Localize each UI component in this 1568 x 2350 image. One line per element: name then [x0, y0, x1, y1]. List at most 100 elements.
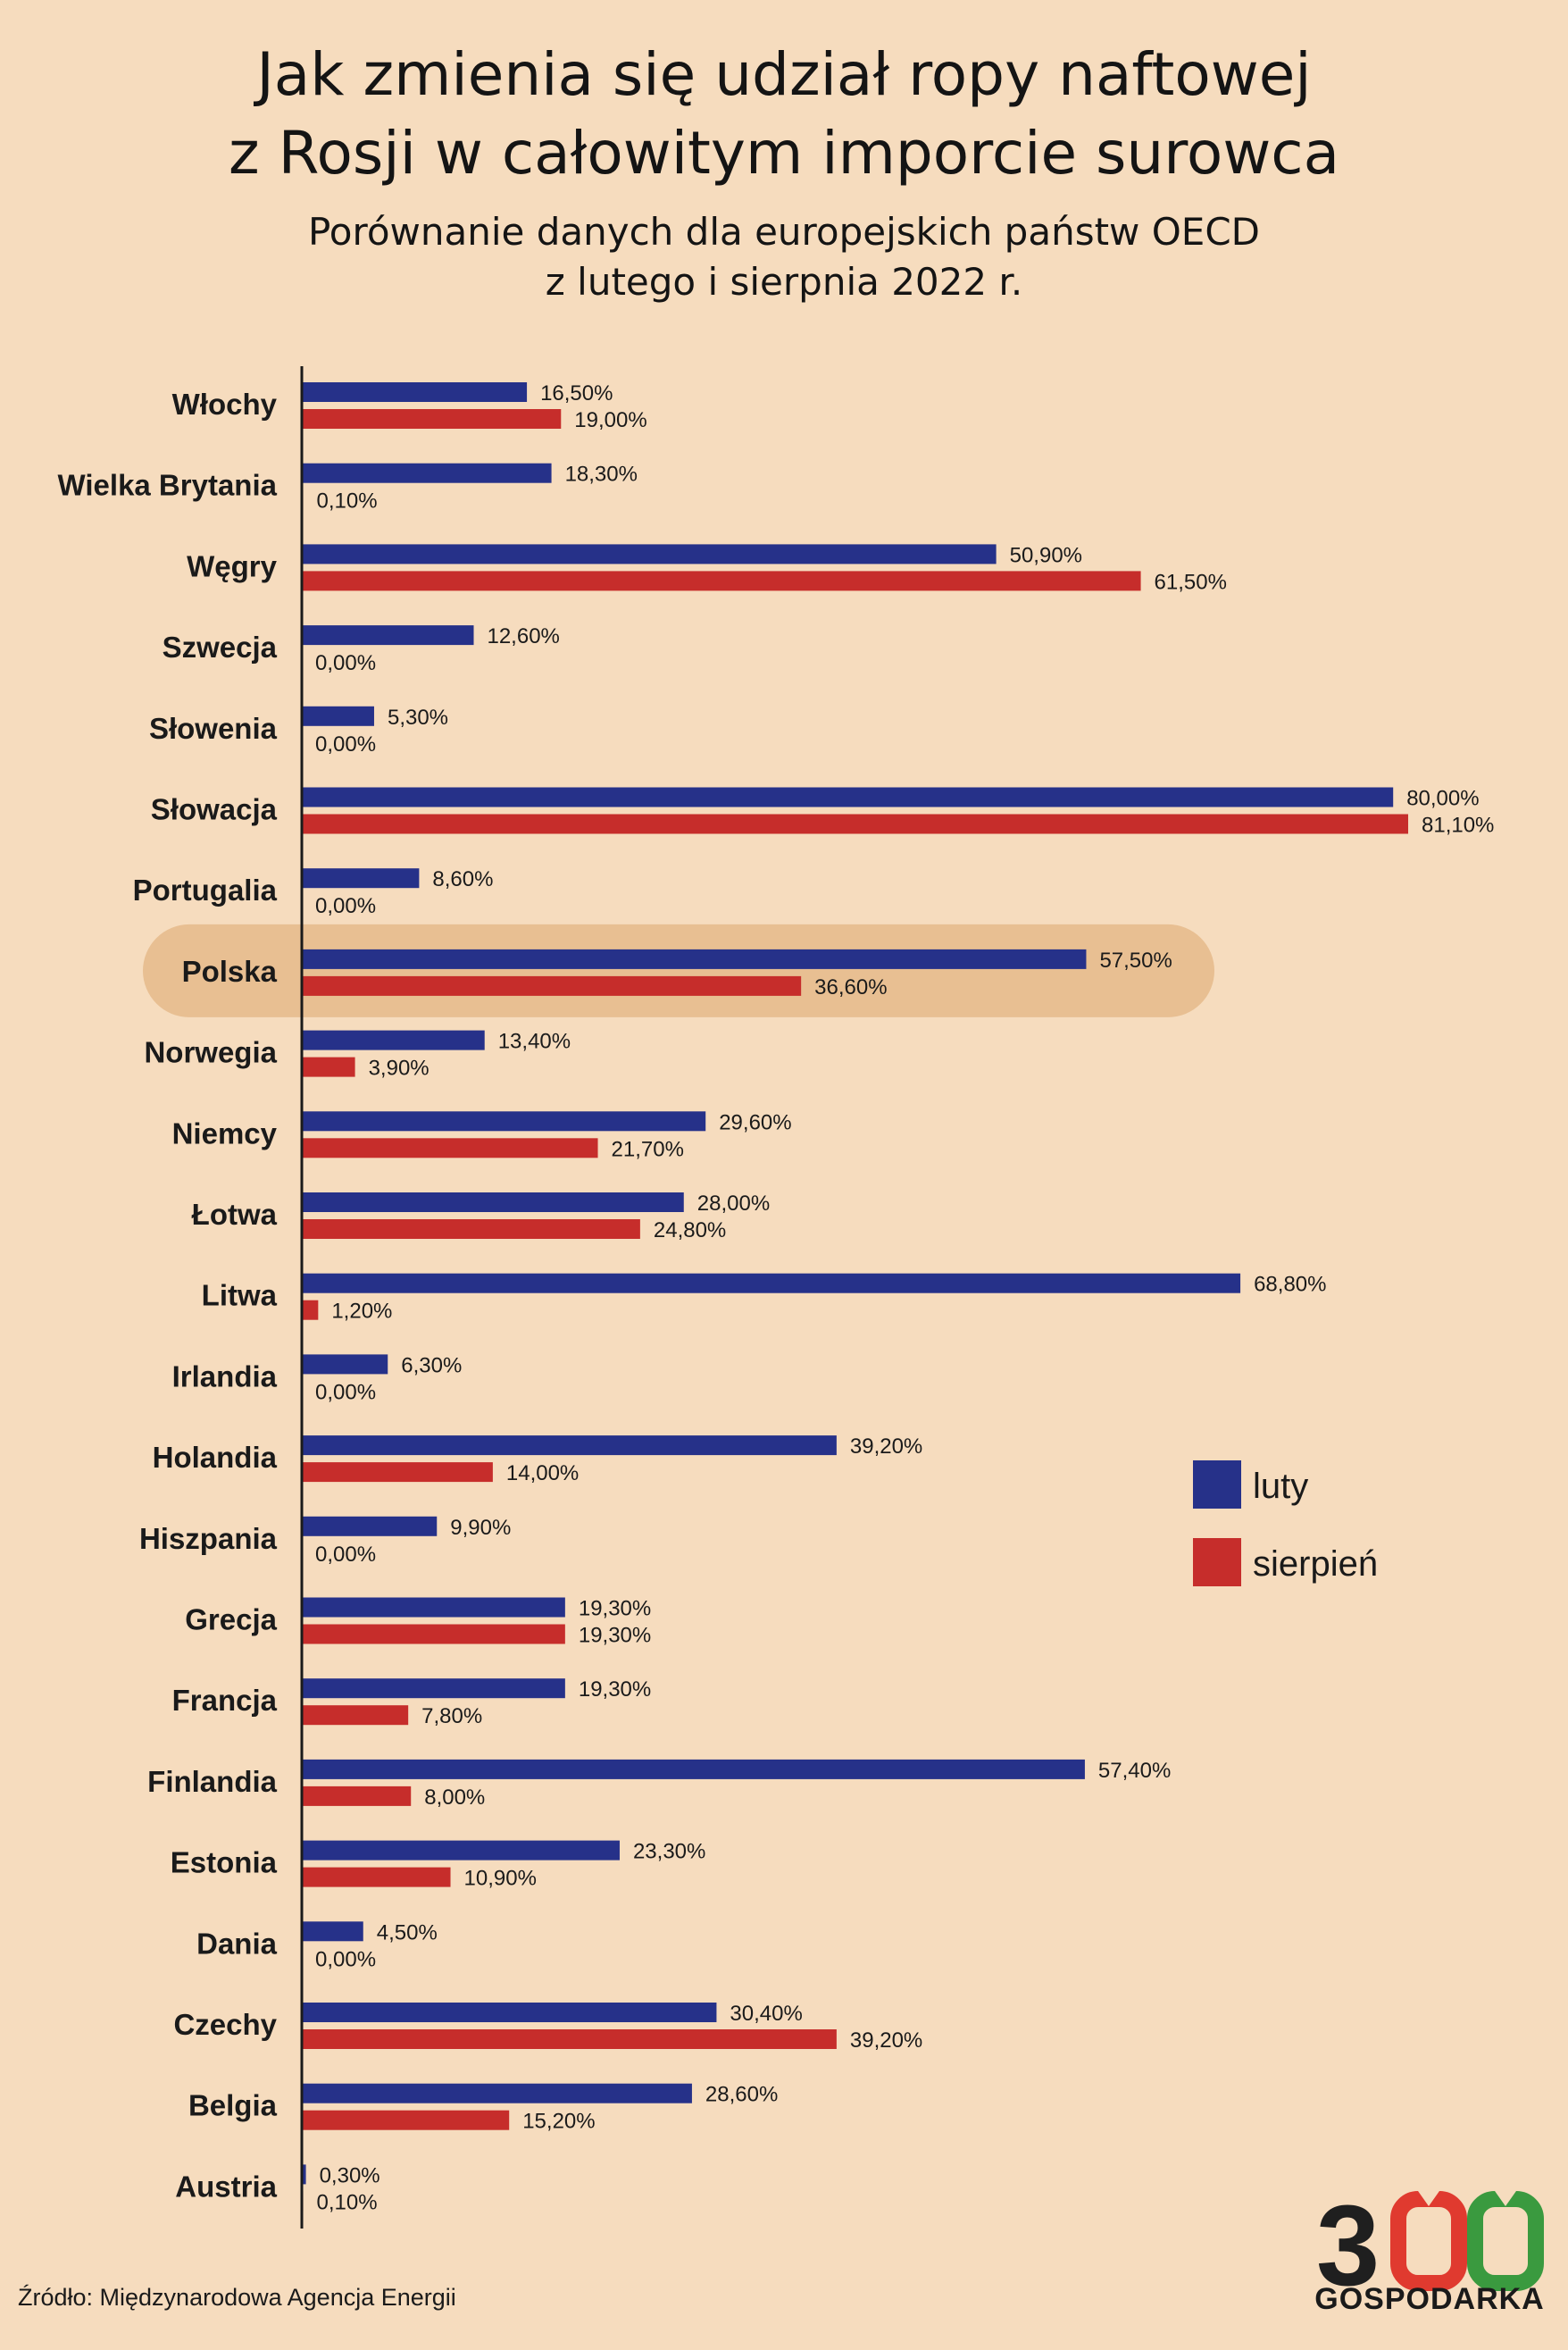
data-label-luty-węgry: 50,90%	[1010, 543, 1082, 567]
bar-luty-irlandia	[302, 1354, 388, 1375]
category-label-szwecja: Szwecja	[163, 631, 278, 664]
category-label-estonia: Estonia	[171, 1846, 278, 1879]
bar-luty-grecja	[302, 1597, 565, 1618]
data-label-sierpien-irlandia: 0,00%	[315, 1380, 376, 1404]
bar-luty-wielka-brytania	[302, 463, 552, 483]
data-label-luty-austria: 0,30%	[320, 2163, 380, 2187]
bar-sierpien-włochy	[302, 409, 562, 429]
bar-luty-hiszpania	[302, 1516, 438, 1536]
bar-sierpien-estonia	[302, 1867, 451, 1887]
data-label-luty-czechy: 30,40%	[730, 2002, 802, 2026]
bar-luty-belgia	[302, 2083, 692, 2103]
data-label-sierpien-węgry: 61,50%	[1155, 570, 1227, 594]
data-label-luty-finlandia: 57,40%	[1098, 1759, 1171, 1783]
bar-luty-holandia	[302, 1435, 837, 1456]
legend-label-luty: luty	[1253, 1467, 1308, 1506]
bar-luty-czechy	[302, 2003, 717, 2022]
logo-notch-green	[1495, 2191, 1516, 2206]
data-label-sierpien-łotwa: 24,80%	[654, 1218, 726, 1242]
data-label-sierpien-hiszpania: 0,00%	[315, 1543, 376, 1567]
data-label-sierpien-estonia: 10,90%	[464, 1867, 537, 1891]
data-label-luty-portugalia: 8,60%	[432, 867, 493, 891]
logo-text: GOSPODARKA	[1314, 2282, 1545, 2316]
category-label-finlandia: Finlandia	[147, 1765, 277, 1798]
category-label-belgia: Belgia	[188, 2089, 278, 2122]
data-label-sierpien-norwegia: 3,90%	[369, 1057, 430, 1081]
category-label-niemcy: Niemcy	[172, 1116, 278, 1150]
highlight-polska	[143, 924, 1214, 1017]
category-label-łotwa: Łotwa	[192, 1198, 278, 1231]
category-label-wielka-brytania: Wielka Brytania	[58, 469, 278, 502]
logo-300-icon: 3	[1316, 2187, 1544, 2310]
category-label-grecja: Grecja	[185, 1603, 277, 1636]
chart-subtitle: Porównanie danych dla europejskich państ…	[0, 207, 1568, 307]
category-label-włochy: Włochy	[172, 388, 278, 421]
category-label-litwa: Litwa	[202, 1279, 278, 1312]
bar-sierpien-grecja	[302, 1624, 565, 1644]
chart-title: Jak zmienia się udział ropy naftowej z R…	[0, 36, 1568, 193]
data-label-luty-litwa: 68,80%	[1254, 1273, 1326, 1297]
category-label-słowenia: Słowenia	[149, 712, 278, 745]
bar-luty-polska	[302, 949, 1087, 969]
bar-luty-litwa	[302, 1273, 1241, 1293]
data-label-luty-łotwa: 28,00%	[697, 1192, 770, 1216]
data-label-luty-niemcy: 29,60%	[719, 1110, 791, 1134]
bar-luty-austria	[302, 2164, 306, 2185]
bar-sierpien-francja	[302, 1705, 409, 1726]
category-label-polska: Polska	[182, 955, 278, 988]
bar-sierpien-litwa	[302, 1300, 319, 1320]
category-label-austria: Austria	[175, 2170, 277, 2203]
bar-luty-portugalia	[302, 868, 420, 889]
bar-sierpien-norwegia	[302, 1057, 355, 1077]
source-note: Źródło: Międzynarodowa Agencja Energii	[18, 2284, 456, 2311]
legend-label-sierpien: sierpień	[1253, 1544, 1378, 1584]
data-label-luty-francja: 19,30%	[579, 1677, 651, 1702]
category-label-holandia: Holandia	[153, 1441, 278, 1474]
legend-swatch-sierpien	[1193, 1538, 1241, 1586]
data-label-sierpien-finlandia: 8,00%	[424, 1785, 485, 1810]
category-label-węgry: Węgry	[187, 549, 278, 582]
data-label-sierpien-wielka-brytania: 0,10%	[317, 489, 378, 514]
data-label-luty-norwegia: 13,40%	[498, 1030, 571, 1054]
bar-luty-estonia	[302, 1840, 620, 1861]
data-label-sierpien-dania: 0,00%	[315, 1947, 376, 1971]
bar-sierpien-finlandia	[302, 1785, 412, 1806]
bar-luty-norwegia	[302, 1030, 485, 1050]
data-label-sierpien-grecja: 19,30%	[579, 1624, 651, 1648]
bar-luty-włochy	[302, 382, 528, 402]
category-label-irlandia: Irlandia	[172, 1359, 278, 1392]
category-label-dania: Dania	[196, 1927, 278, 1960]
bar-sierpien-słowacja	[302, 814, 1408, 834]
data-label-sierpien-holandia: 14,00%	[506, 1461, 579, 1485]
data-label-luty-hiszpania: 9,90%	[450, 1516, 511, 1540]
bar-luty-łotwa	[302, 1192, 684, 1212]
data-label-sierpien-słowenia: 0,00%	[315, 732, 376, 757]
data-label-luty-włochy: 16,50%	[540, 381, 613, 406]
bar-luty-finlandia	[302, 1759, 1085, 1779]
chart-title-line-1: Jak zmienia się udział ropy naftowej	[256, 40, 1312, 109]
data-label-luty-grecja: 19,30%	[579, 1597, 651, 1621]
data-label-sierpien-polska: 36,60%	[814, 975, 887, 999]
data-label-sierpien-szwecja: 0,00%	[315, 651, 376, 675]
bar-luty-francja	[302, 1678, 565, 1699]
logo-digit-3: 3	[1316, 2187, 1380, 2310]
data-label-luty-holandia: 39,20%	[850, 1434, 922, 1459]
bar-sierpien-niemcy	[302, 1138, 598, 1158]
data-label-luty-irlandia: 6,30%	[401, 1353, 462, 1377]
data-label-sierpien-portugalia: 0,00%	[315, 894, 376, 918]
data-label-luty-wielka-brytania: 18,30%	[565, 463, 638, 487]
data-label-luty-estonia: 23,30%	[633, 1840, 705, 1864]
bar-sierpien-holandia	[302, 1462, 493, 1483]
category-label-czechy: Czechy	[173, 2008, 277, 2041]
chart-subtitle-line-2: z lutego i sierpnia 2022 r.	[545, 260, 1023, 304]
data-label-luty-belgia: 28,60%	[705, 2083, 778, 2107]
data-label-luty-słowacja: 80,00%	[1406, 787, 1479, 811]
data-label-sierpien-litwa: 1,20%	[331, 1300, 392, 1324]
category-label-hiszpania: Hiszpania	[139, 1522, 278, 1555]
data-label-sierpien-włochy: 19,00%	[574, 408, 646, 432]
bar-sierpien-czechy	[302, 2029, 837, 2049]
bar-luty-dania	[302, 1921, 363, 1942]
data-label-luty-słowenia: 5,30%	[388, 706, 448, 730]
bar-sierpien-węgry	[302, 571, 1141, 591]
